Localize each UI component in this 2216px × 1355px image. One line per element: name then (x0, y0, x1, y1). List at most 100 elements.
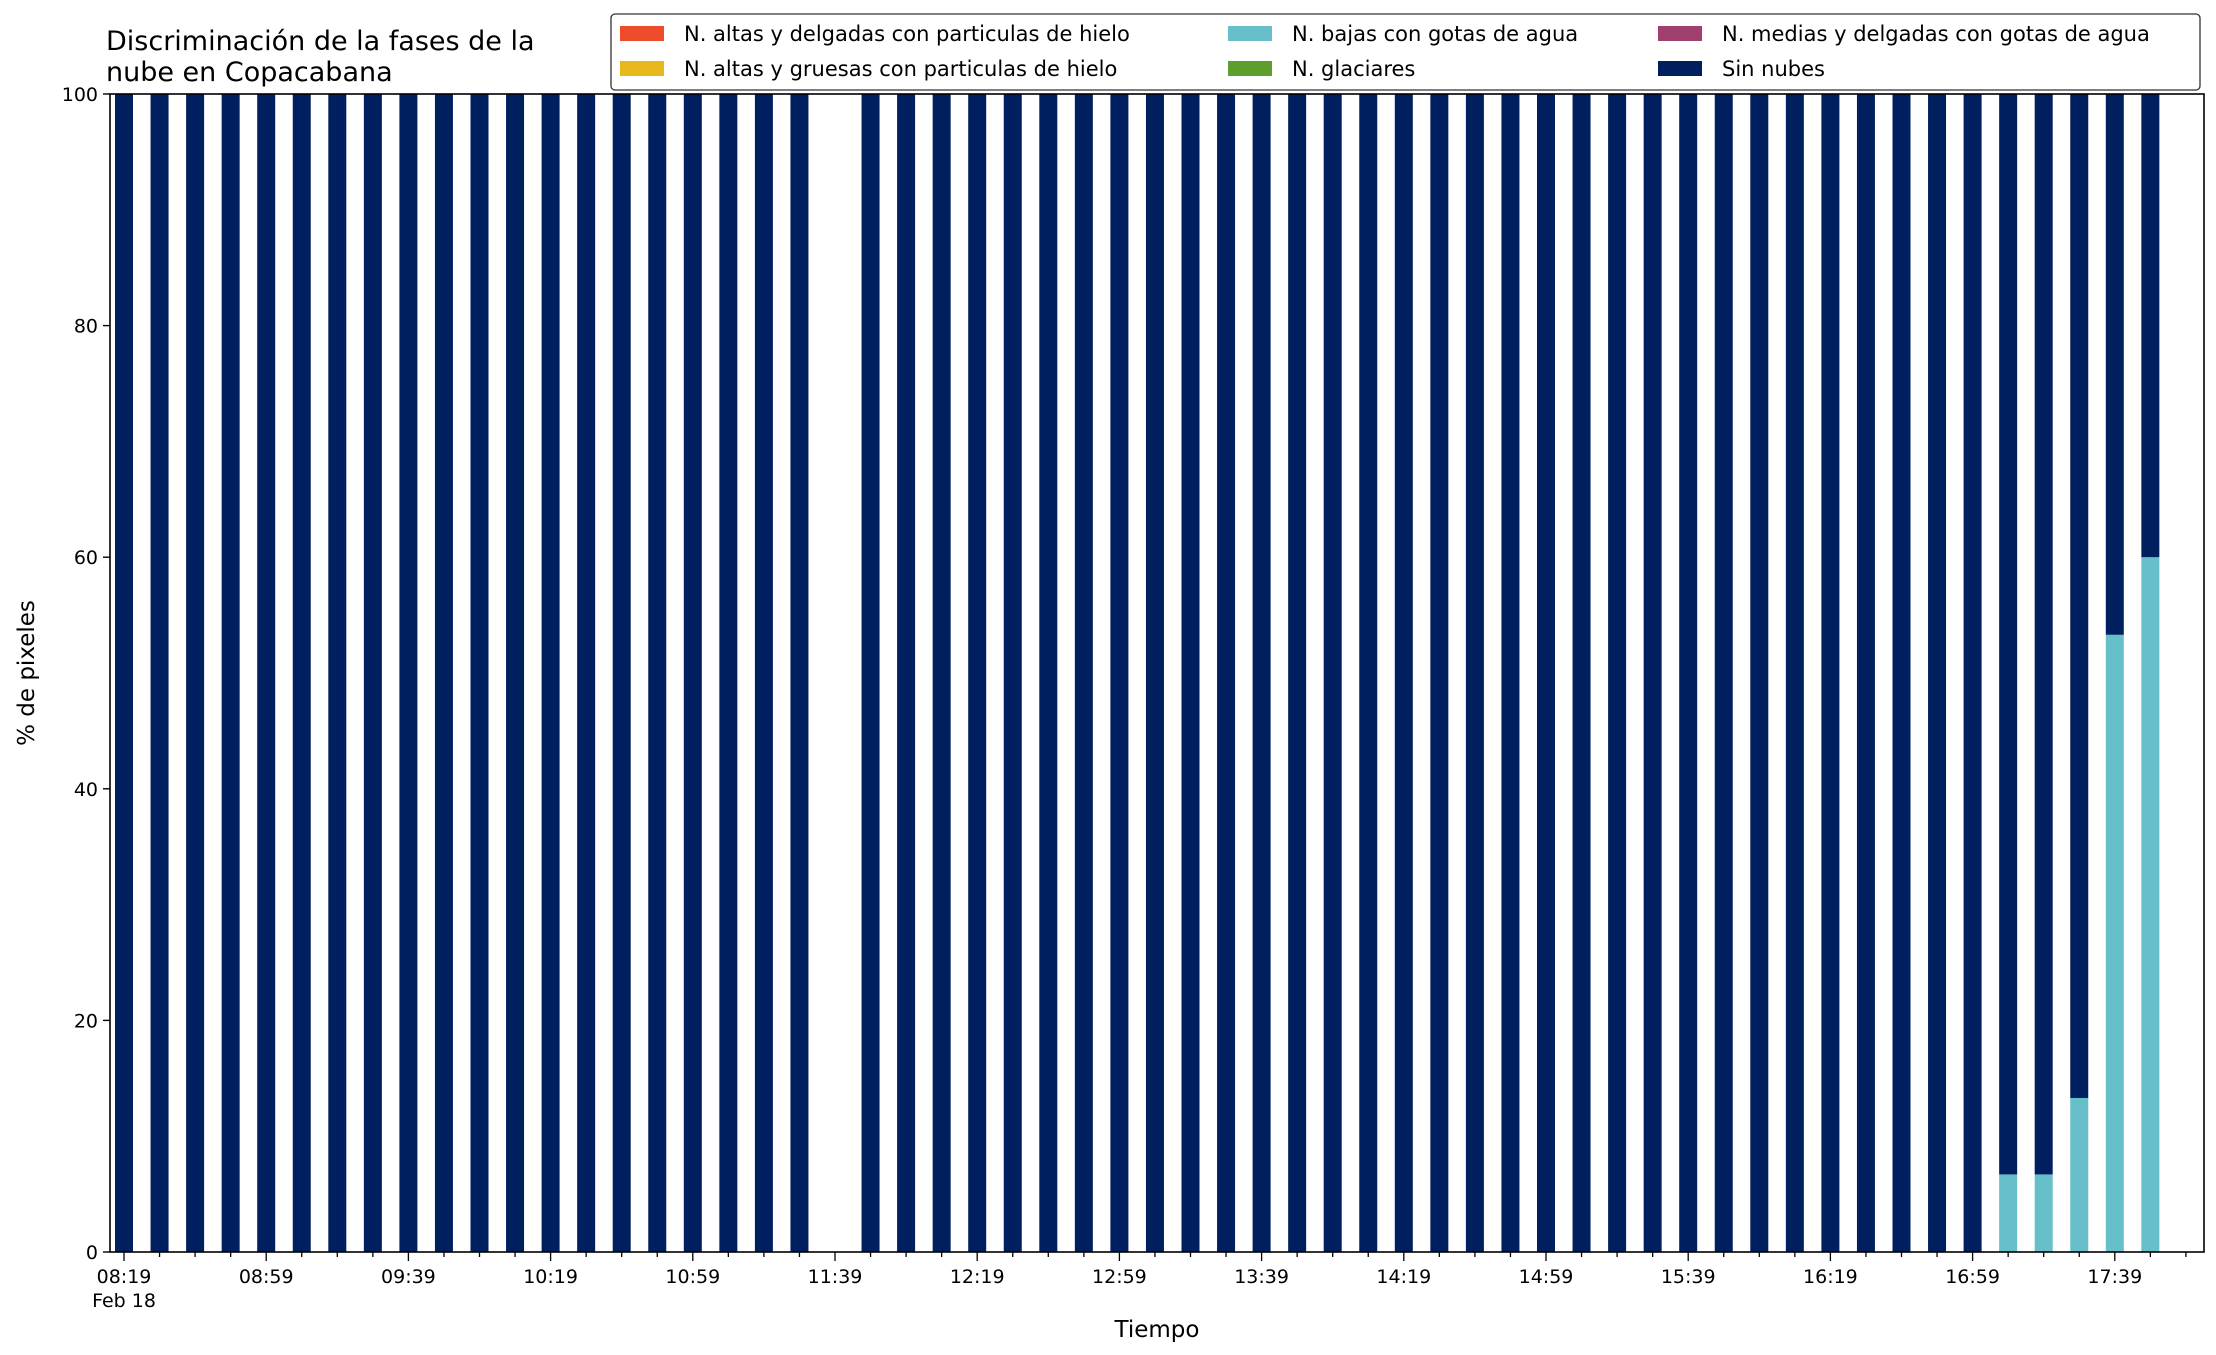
y-tick-label: 0 (86, 1242, 98, 1264)
bar-segment (1252, 94, 1271, 1252)
bar-segment (150, 94, 169, 1252)
bar-segment (932, 94, 951, 1252)
bars (115, 94, 2160, 1252)
bar-segment (115, 94, 133, 1252)
y-tick-label: 100 (62, 84, 98, 106)
bar-segment (1750, 94, 1769, 1252)
bar-segment (2034, 94, 2053, 1175)
bar-segment (1856, 94, 1875, 1252)
bar-segment (2034, 1174, 2053, 1252)
chart-title-line: nube en Copacabana (106, 57, 393, 88)
bar-segment (1963, 94, 1982, 1252)
bar-segment (1074, 94, 1093, 1252)
legend-label: N. altas y delgadas con particulas de hi… (684, 22, 1130, 46)
bar-segment (1679, 94, 1698, 1252)
legend-swatch (1658, 26, 1702, 41)
bar-segment (328, 94, 347, 1252)
x-tick-label: 10:59 (665, 1266, 720, 1288)
bar-segment (2070, 94, 2089, 1098)
x-tick-label: 12:19 (950, 1266, 1005, 1288)
bar-segment (506, 94, 525, 1252)
bar-segment (1217, 94, 1236, 1252)
bar-segment (612, 94, 631, 1252)
bar-segment (2070, 1097, 2089, 1252)
plot-frame (109, 93, 2205, 1253)
bar-segment (434, 94, 453, 1252)
bar-segment (1465, 94, 1484, 1252)
bar-segment (1501, 94, 1520, 1252)
bar-segment (1430, 94, 1449, 1252)
bar-segment (1537, 94, 1555, 1252)
x-tick-label: 10:19 (523, 1266, 578, 1288)
x-tick-label: 08:19 (97, 1266, 152, 1288)
bar-segment (1572, 94, 1591, 1252)
bar-segment (683, 94, 702, 1252)
y-tick-label: 80 (74, 316, 98, 338)
bar-segment (2105, 634, 2124, 1252)
bar-segment (1323, 94, 1342, 1252)
bar-segment (399, 94, 418, 1252)
legend-box (610, 13, 2201, 91)
x-tick-label: 17:39 (2087, 1266, 2142, 1288)
legend-swatch (1658, 61, 1702, 76)
bar-segment (1110, 94, 1129, 1252)
bar-segment (257, 94, 276, 1252)
legend: N. altas y delgadas con particulas de hi… (610, 13, 2201, 91)
x-axis-label: Tiempo (1114, 1317, 1200, 1343)
x-axis: 08:19 08:59 09:39 10:19 10:59 11:39 12:19 12:59… (92, 1252, 2187, 1312)
x-tick-label: 16:59 (1945, 1266, 2000, 1288)
bar-segment (1145, 94, 1164, 1252)
bar-segment (1394, 94, 1413, 1252)
bar-segment (790, 94, 809, 1252)
bar-segment (719, 94, 738, 1252)
bar-segment (968, 94, 987, 1252)
bar-segment (292, 94, 311, 1252)
y-tick-label: 20 (74, 1010, 98, 1032)
legend-label: N. altas y gruesas con particulas de hie… (684, 57, 1117, 81)
bar-segment (2141, 557, 2160, 1252)
legend-label: N. medias y delgadas con gotas de agua (1722, 22, 2150, 46)
bar-segment (1608, 94, 1627, 1252)
legend-swatch (620, 26, 664, 41)
bar-segment (577, 94, 596, 1252)
bar-segment (221, 94, 240, 1252)
x-tick-label: 14:19 (1376, 1266, 1431, 1288)
x-tick-label: 08:59 (239, 1266, 294, 1288)
y-axis: 0 20 40 60 80 100 (62, 84, 110, 1264)
bar-segment (1785, 94, 1804, 1252)
bar-segment (1643, 94, 1662, 1252)
x-tick-label: 15:39 (1661, 1266, 1716, 1288)
y-tick-label: 60 (74, 547, 98, 569)
bar-segment (1003, 94, 1022, 1252)
bar-segment (1714, 94, 1733, 1252)
bar-segment (470, 94, 489, 1252)
bar-segment (1181, 94, 1200, 1252)
chart-title-line: Discriminación de la fases de la (106, 26, 535, 57)
bar-segment (1821, 94, 1840, 1252)
x-tick-label: 09:39 (381, 1266, 436, 1288)
bar-segment (1359, 94, 1378, 1252)
bar-segment (1039, 94, 1058, 1252)
bar-segment (186, 94, 205, 1252)
bar-segment (897, 94, 916, 1252)
x-tick-label: 12:59 (1092, 1266, 1147, 1288)
bar-segment (1288, 94, 1307, 1252)
bar-segment (861, 94, 880, 1252)
x-tick-label: 14:59 (1519, 1266, 1574, 1288)
legend-swatch (1228, 26, 1272, 41)
bar-segment (363, 94, 382, 1252)
bar-segment (1999, 1174, 2018, 1252)
bar-segment (754, 94, 773, 1252)
legend-label: N. glaciares (1292, 57, 1415, 81)
legend-label: Sin nubes (1722, 57, 1825, 81)
legend-swatch (620, 61, 664, 76)
x-tick-label: 13:39 (1234, 1266, 1289, 1288)
bar-segment (1892, 94, 1911, 1252)
x-date-label: Feb 18 (92, 1290, 156, 1312)
legend-label: N. bajas con gotas de agua (1292, 22, 1578, 46)
x-tick-label: 11:39 (808, 1266, 863, 1288)
y-axis-label: % de pixeles (14, 600, 40, 746)
